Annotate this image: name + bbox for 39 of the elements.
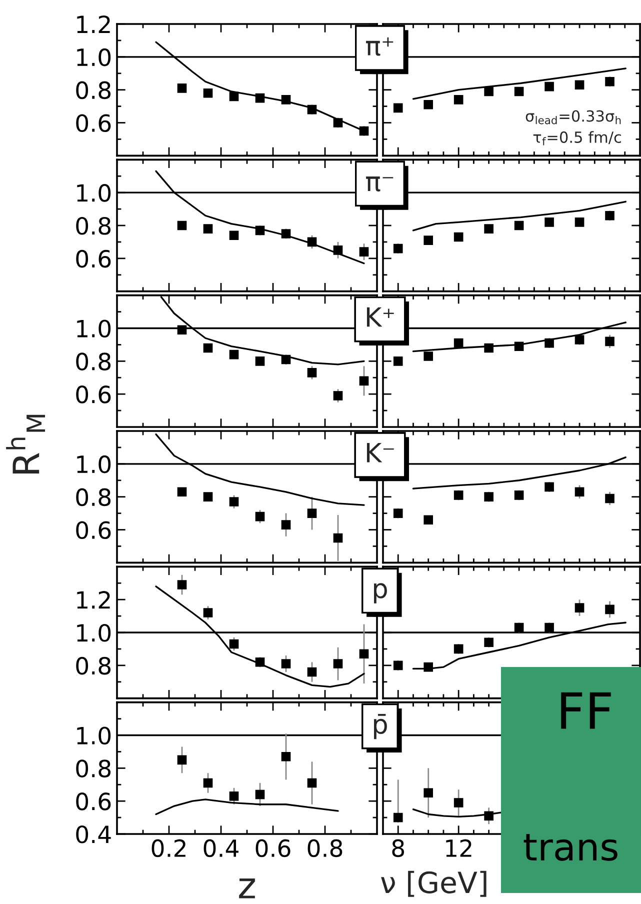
text: p	[374, 583, 387, 604]
y-tick-label: 0.8	[76, 760, 111, 778]
x-tick-label: 12	[446, 839, 472, 857]
annotation: τ$_{f}$=0.5 fm/c	[533, 131, 621, 146]
y-axis-title: R$^{h}$$_{M}$	[6, 414, 46, 474]
y-tick-label: 0.6	[76, 792, 111, 810]
y-tick-label: 0.4	[76, 825, 111, 844]
y-tick-label: 1.0	[77, 455, 111, 474]
y-tick-label: 1.0	[77, 320, 111, 338]
y-tick-label: 1.0	[77, 48, 111, 66]
x-axis-title: ν [GeV]	[381, 870, 486, 897]
annotation: σ$_{lead}$=0.33σ$_{h}$	[526, 110, 621, 124]
y-tick-label: 1.2	[77, 15, 110, 33]
x-axis-title: z	[239, 878, 255, 898]
y-tick-label: 0.6	[76, 521, 111, 540]
y-tick-label: 1.0	[77, 624, 111, 642]
chart-title: π⁺	[366, 37, 394, 56]
y-tick-label: 0.8	[76, 352, 111, 370]
x-tick-label: 8	[392, 839, 404, 858]
y-tick-label: 0.6	[76, 250, 111, 268]
x-tick-label: 0.8	[308, 839, 342, 858]
y-tick-label: 0.6	[76, 386, 111, 404]
chart-title: p̄	[374, 714, 387, 740]
annotation: FF	[561, 692, 611, 729]
y-tick-label: 0.8	[76, 81, 111, 100]
x-tick-label: 0.2	[152, 839, 186, 858]
y-tick-label: 0.6	[76, 114, 111, 132]
x-tick-label: 0.4	[204, 839, 238, 858]
y-tick-label: 0.8	[76, 216, 111, 235]
chart-title: K⁺	[366, 307, 394, 327]
y-tick-label: 1.2	[77, 591, 110, 609]
text: trans	[524, 834, 618, 861]
x-tick-label: 0.6	[256, 839, 290, 858]
y-tick-label: 0.8	[76, 488, 111, 506]
chart-title: π⁻	[366, 176, 394, 192]
y-tick-label: 1.0	[77, 726, 111, 745]
y-tick-label: 0.8	[76, 656, 111, 675]
chart-title: K⁻	[366, 443, 394, 462]
y-tick-label: 1.0	[77, 184, 111, 202]
